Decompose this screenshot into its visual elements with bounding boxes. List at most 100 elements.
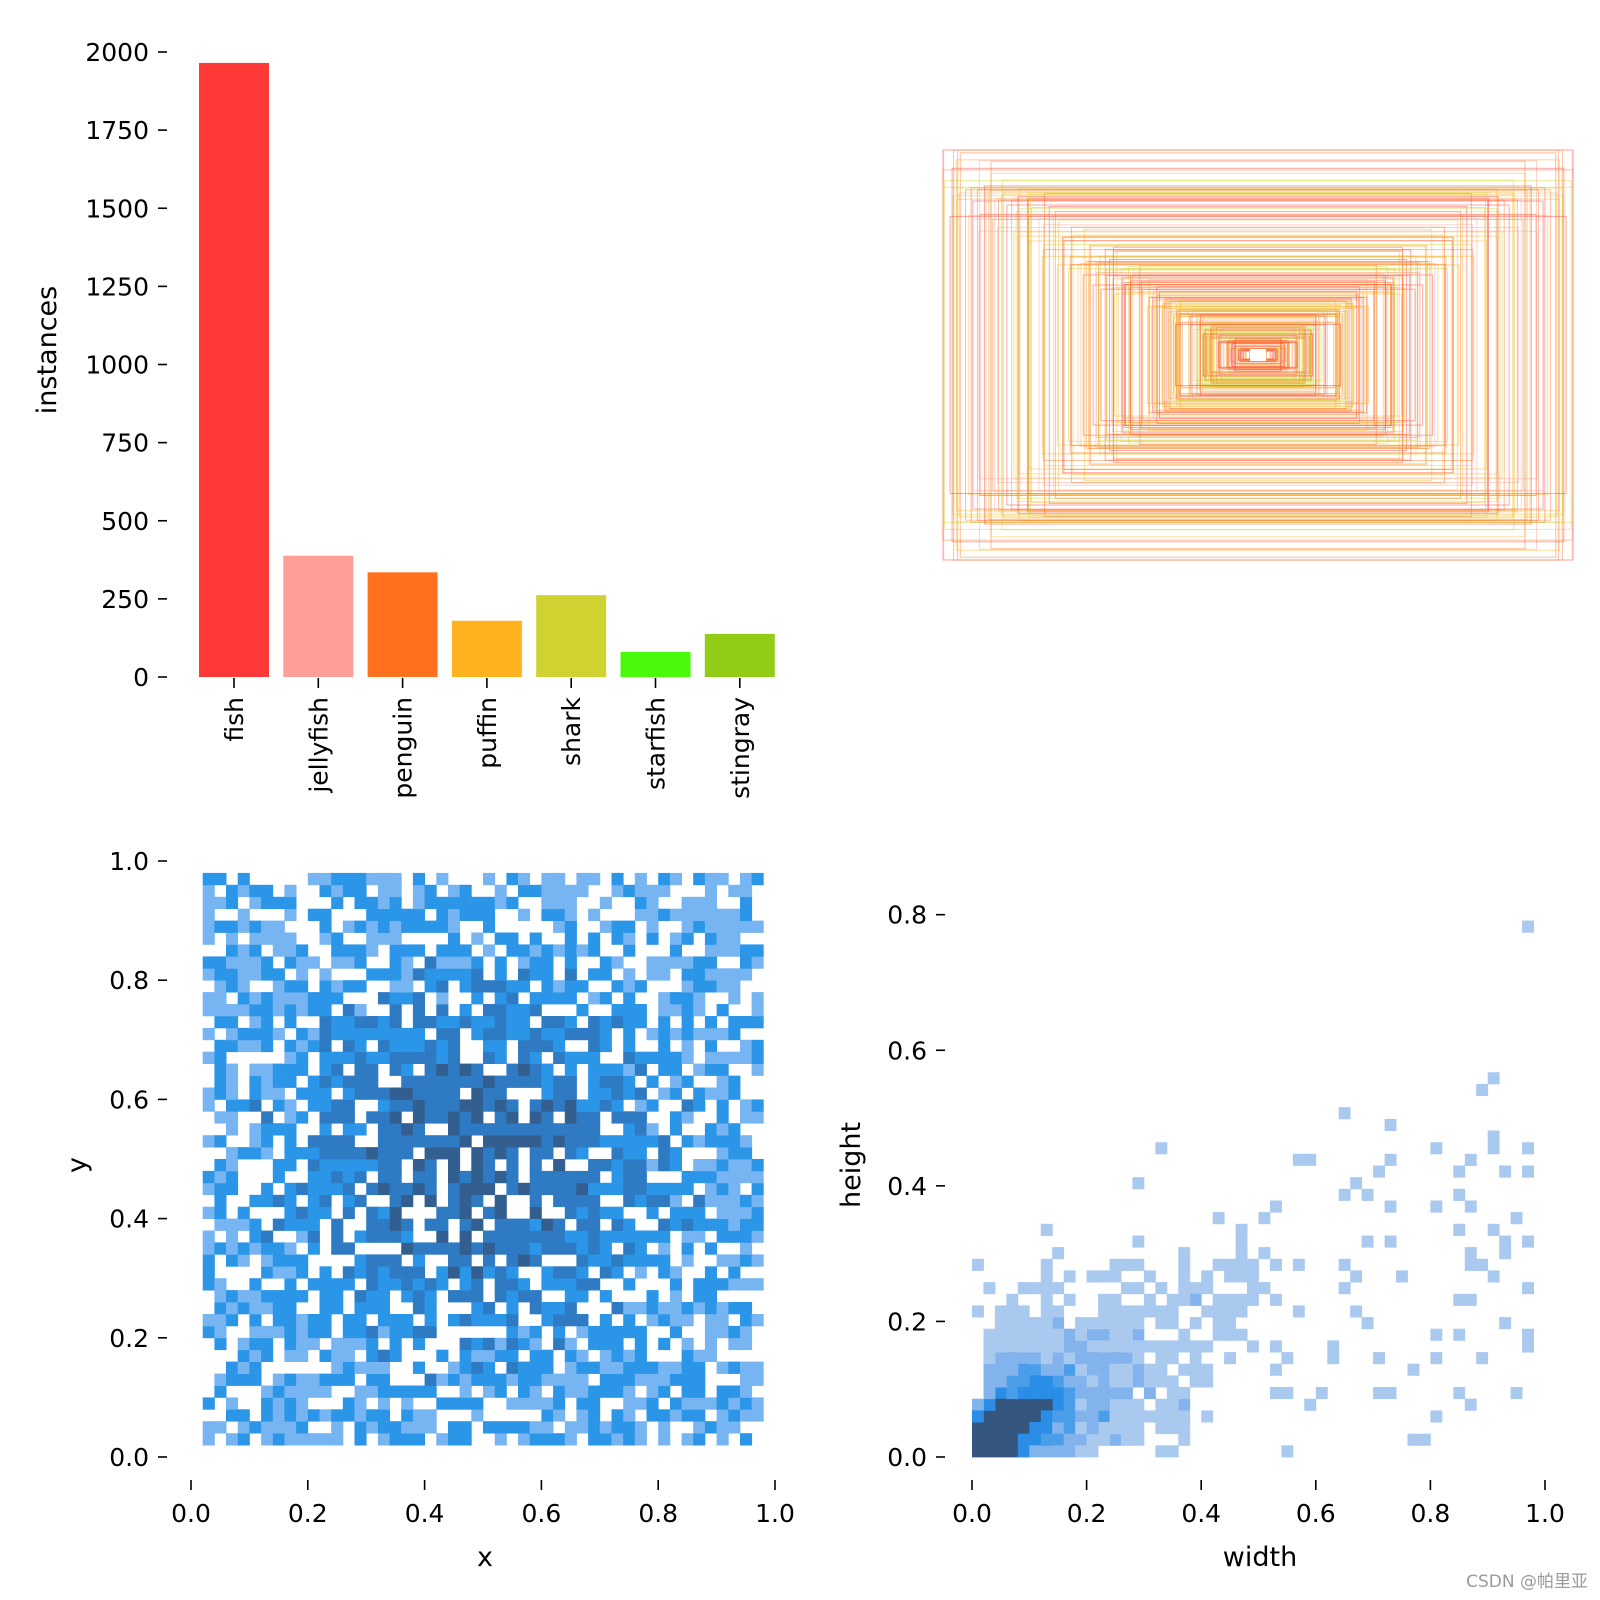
xy-cell: [389, 1385, 402, 1398]
xy-cell: [728, 944, 741, 957]
xy-cell: [319, 1314, 332, 1327]
xy-cell: [716, 1361, 729, 1374]
wh-cell: [1338, 1107, 1351, 1120]
label-box: [1062, 236, 1454, 474]
xy-cell: [681, 1111, 694, 1124]
xy-cell: [564, 1194, 577, 1208]
xy-cell: [214, 920, 227, 933]
wh-cell: [994, 1305, 1007, 1318]
wh-cell: [1281, 1445, 1294, 1458]
xy-cell: [483, 920, 496, 933]
xy-cell: [249, 1016, 262, 1029]
xy-cell: [506, 1397, 519, 1410]
label-box: [1018, 208, 1498, 502]
xy-cell: [623, 968, 636, 981]
label-box: [1138, 281, 1378, 429]
xy-cell: [494, 932, 507, 945]
label-box: [1058, 219, 1458, 491]
xy-cell: [261, 1409, 274, 1422]
xy-cell: [634, 1302, 647, 1315]
ytick-label: 1.0: [109, 847, 149, 876]
xy-cell: [459, 1194, 472, 1208]
xy-cell: [377, 1218, 390, 1231]
xy-cell: [716, 1004, 729, 1017]
xy-cell: [623, 884, 636, 898]
xy-cell: [599, 1433, 612, 1446]
xy-cell: [366, 1349, 379, 1362]
wh-cell: [1121, 1387, 1133, 1400]
label-box: [1113, 246, 1403, 463]
xy-cell: [576, 1099, 589, 1112]
xy-cell: [214, 896, 227, 910]
xy-cell: [448, 944, 461, 957]
wh-cell: [1040, 1317, 1053, 1330]
wh-cell: [1086, 1410, 1099, 1423]
xy-cell: [284, 1349, 297, 1362]
xy-cell: [740, 1302, 753, 1315]
label-box: [1227, 340, 1289, 370]
wh-cell: [1327, 1340, 1340, 1353]
label-box: [1212, 326, 1304, 384]
xy-cell: [226, 932, 239, 945]
xy-cell: [599, 1373, 612, 1386]
xy-cell: [588, 1385, 601, 1398]
xy-cell: [401, 1039, 414, 1053]
wh-cell: [1189, 1317, 1202, 1330]
xy-cell: [751, 872, 764, 886]
label-box: [1068, 268, 1448, 442]
xy-cell: [448, 1254, 461, 1267]
xy-cell: [740, 896, 753, 910]
xy-cell: [331, 1170, 344, 1184]
xy-cell: [448, 920, 461, 933]
xy-cell: [366, 1087, 379, 1100]
wh-cell: [1040, 1305, 1053, 1318]
label-box: [1152, 290, 1364, 420]
wh-cell: [1029, 1352, 1042, 1365]
bar-ytick-label: 500: [101, 507, 149, 536]
label-box: [1169, 300, 1347, 410]
wh-cell: [1063, 1398, 1076, 1411]
xy-cell: [518, 1385, 531, 1398]
xy-cell: [202, 1170, 215, 1184]
xy-cell: [553, 1170, 566, 1184]
xy-cell: [716, 1170, 729, 1184]
xy-cell: [623, 1111, 636, 1124]
xy-cell: [506, 1075, 519, 1088]
xy-cell: [658, 1027, 671, 1041]
xy-cell: [669, 1302, 682, 1315]
label-box: [1120, 268, 1396, 442]
xy-cell: [214, 1194, 227, 1208]
wh-cell: [1029, 1282, 1042, 1295]
wh-cell: [1132, 1317, 1145, 1330]
label-box: [1069, 256, 1447, 454]
xy-cell: [506, 1111, 519, 1124]
xy-cell: [459, 1373, 472, 1386]
xy-cell: [459, 1397, 472, 1410]
xy-cell: [448, 1099, 461, 1112]
xy-cell: [588, 1230, 601, 1243]
xy-cell: [249, 1349, 262, 1362]
xy-cell: [412, 1337, 425, 1351]
xy-cell: [634, 1063, 647, 1076]
xy-cell: [529, 1123, 542, 1136]
wh-cell: [1052, 1433, 1065, 1446]
xy-cell: [506, 1421, 519, 1434]
xy-cell: [658, 1051, 671, 1064]
wh-cell: [1006, 1422, 1019, 1435]
xy-cell: [728, 980, 741, 993]
xy-cell: [599, 1385, 612, 1398]
wh-cell: [1464, 1398, 1477, 1411]
wh-cell: [1017, 1375, 1030, 1388]
xy-cell: [237, 1302, 250, 1315]
xy-cell: [226, 1099, 239, 1112]
xy-cell: [342, 1075, 355, 1088]
xy-cell: [377, 1361, 390, 1374]
wh-cell: [1017, 1317, 1030, 1330]
xy-cell: [553, 1433, 566, 1446]
xy-cell: [214, 1385, 227, 1398]
xy-cell: [669, 1063, 682, 1076]
xy-cell: [424, 1063, 437, 1076]
wh-cell: [1384, 1235, 1397, 1248]
xy-cell: [436, 896, 449, 910]
wh-cell: [1155, 1363, 1168, 1376]
